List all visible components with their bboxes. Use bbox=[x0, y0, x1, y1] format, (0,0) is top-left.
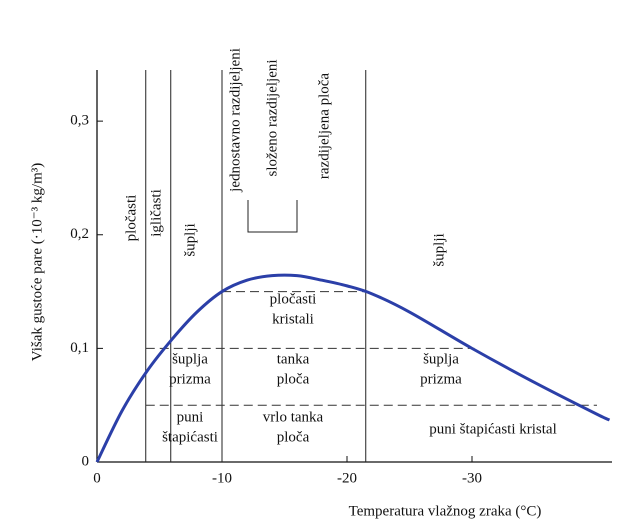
region-label: složeno razdijeljeni bbox=[264, 59, 280, 176]
x-axis-label: Temperatura vlažnog zraka (°C) bbox=[349, 503, 542, 519]
y-tick-label: 0,1 bbox=[70, 340, 89, 356]
region-label: kristali bbox=[272, 311, 314, 327]
region-label: pločasti bbox=[123, 195, 139, 242]
region-label: puni štapićasti kristal bbox=[429, 421, 556, 437]
region-label: jednostavno razdijeljeni bbox=[227, 48, 243, 193]
y-tick-label: 0,3 bbox=[70, 113, 89, 129]
region-label: vrlo tanka bbox=[263, 409, 324, 425]
curve bbox=[95, 273, 611, 463]
region-label: puni bbox=[177, 409, 204, 425]
region-label: štapićasti bbox=[162, 429, 218, 445]
region-label: šuplja bbox=[172, 351, 208, 367]
region-label: ploča bbox=[277, 371, 310, 387]
x-tick-label: 0 bbox=[93, 470, 101, 486]
region-label: igličasti bbox=[148, 189, 164, 237]
y-axis-label: Višak gustoće pare (·10⁻³ kg/m³) bbox=[29, 163, 45, 361]
x-tick-label: -30 bbox=[462, 470, 482, 486]
region-label: ploča bbox=[277, 429, 310, 445]
y-tick-label: 0 bbox=[82, 453, 90, 469]
x-tick-label: -10 bbox=[212, 470, 232, 486]
region-label: razdijeljena ploča bbox=[316, 73, 332, 180]
region-label: šuplja bbox=[423, 351, 459, 367]
x-tick-label: -20 bbox=[337, 470, 357, 486]
region-label: šuplji bbox=[431, 233, 447, 266]
bracket bbox=[247, 200, 298, 233]
region-label: prizma bbox=[420, 371, 462, 387]
region-label: tanka bbox=[277, 351, 310, 367]
region-label: prizma bbox=[169, 371, 211, 387]
region-label: pločasti bbox=[270, 291, 317, 307]
y-tick-label: 0,2 bbox=[70, 226, 89, 242]
region-label: šuplji bbox=[182, 223, 198, 256]
